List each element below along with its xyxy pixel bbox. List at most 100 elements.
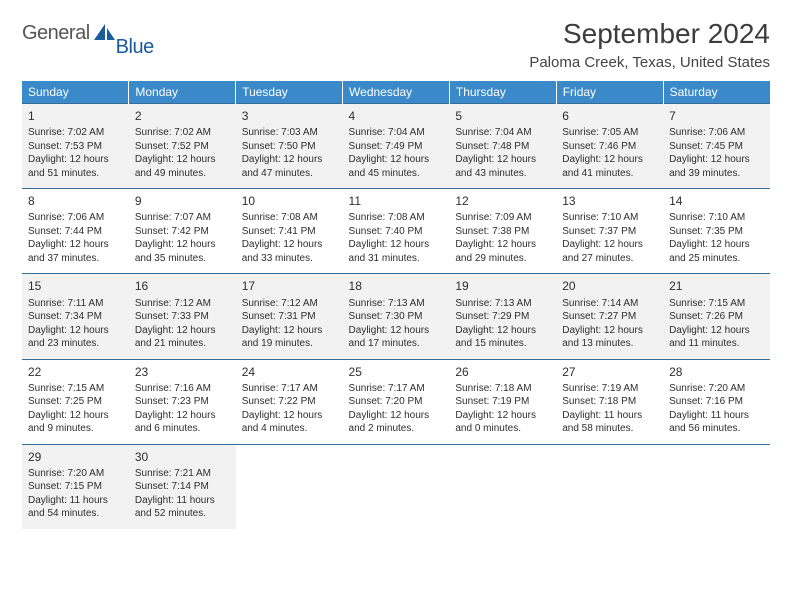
weekday-header: Friday	[556, 81, 663, 104]
sunrise-line: Sunrise: 7:17 AM	[349, 382, 444, 396]
calendar-week-row: 29Sunrise: 7:20 AMSunset: 7:15 PMDayligh…	[22, 444, 770, 529]
daylight-line: Daylight: 12 hours and 27 minutes.	[562, 238, 657, 265]
sunrise-line: Sunrise: 7:09 AM	[455, 211, 550, 225]
day-number: 15	[28, 278, 123, 294]
title-block: September 2024 Paloma Creek, Texas, Unit…	[529, 18, 770, 71]
calendar-table: Sunday Monday Tuesday Wednesday Thursday…	[22, 81, 770, 529]
day-number: 16	[135, 278, 230, 294]
calendar-day-cell: 5Sunrise: 7:04 AMSunset: 7:48 PMDaylight…	[449, 104, 556, 189]
daylight-line: Daylight: 12 hours and 35 minutes.	[135, 238, 230, 265]
sunset-line: Sunset: 7:19 PM	[455, 395, 550, 409]
daylight-line: Daylight: 12 hours and 49 minutes.	[135, 153, 230, 180]
calendar-day-cell: 2Sunrise: 7:02 AMSunset: 7:52 PMDaylight…	[129, 104, 236, 189]
calendar-day-cell: 21Sunrise: 7:15 AMSunset: 7:26 PMDayligh…	[663, 274, 770, 359]
daylight-line: Daylight: 12 hours and 19 minutes.	[242, 324, 337, 351]
daylight-line: Daylight: 12 hours and 2 minutes.	[349, 409, 444, 436]
sunset-line: Sunset: 7:26 PM	[669, 310, 764, 324]
daylight-line: Daylight: 12 hours and 25 minutes.	[669, 238, 764, 265]
sunset-line: Sunset: 7:41 PM	[242, 225, 337, 239]
sunrise-line: Sunrise: 7:06 AM	[669, 126, 764, 140]
daylight-line: Daylight: 12 hours and 29 minutes.	[455, 238, 550, 265]
calendar-day-cell: 4Sunrise: 7:04 AMSunset: 7:49 PMDaylight…	[343, 104, 450, 189]
calendar-day-cell: 25Sunrise: 7:17 AMSunset: 7:20 PMDayligh…	[343, 359, 450, 444]
calendar-day-cell: 20Sunrise: 7:14 AMSunset: 7:27 PMDayligh…	[556, 274, 663, 359]
calendar-day-cell: 23Sunrise: 7:16 AMSunset: 7:23 PMDayligh…	[129, 359, 236, 444]
sunset-line: Sunset: 7:53 PM	[28, 140, 123, 154]
sunset-line: Sunset: 7:23 PM	[135, 395, 230, 409]
daylight-line: Daylight: 12 hours and 23 minutes.	[28, 324, 123, 351]
daylight-line: Daylight: 11 hours and 54 minutes.	[28, 494, 123, 521]
empty-cell	[236, 444, 343, 529]
location-label: Paloma Creek, Texas, United States	[529, 54, 770, 71]
header: General Blue September 2024 Paloma Creek…	[22, 18, 770, 71]
daylight-line: Daylight: 12 hours and 37 minutes.	[28, 238, 123, 265]
sunrise-line: Sunrise: 7:08 AM	[242, 211, 337, 225]
calendar-day-cell: 12Sunrise: 7:09 AMSunset: 7:38 PMDayligh…	[449, 189, 556, 274]
sunrise-line: Sunrise: 7:13 AM	[349, 297, 444, 311]
sunrise-line: Sunrise: 7:04 AM	[455, 126, 550, 140]
sunrise-line: Sunrise: 7:08 AM	[349, 211, 444, 225]
sunset-line: Sunset: 7:37 PM	[562, 225, 657, 239]
day-number: 9	[135, 193, 230, 209]
calendar-day-cell: 22Sunrise: 7:15 AMSunset: 7:25 PMDayligh…	[22, 359, 129, 444]
daylight-line: Daylight: 12 hours and 13 minutes.	[562, 324, 657, 351]
sunset-line: Sunset: 7:46 PM	[562, 140, 657, 154]
sunset-line: Sunset: 7:52 PM	[135, 140, 230, 154]
daylight-line: Daylight: 12 hours and 17 minutes.	[349, 324, 444, 351]
daylight-line: Daylight: 12 hours and 9 minutes.	[28, 409, 123, 436]
sunset-line: Sunset: 7:42 PM	[135, 225, 230, 239]
day-number: 8	[28, 193, 123, 209]
sunrise-line: Sunrise: 7:14 AM	[562, 297, 657, 311]
calendar-day-cell: 18Sunrise: 7:13 AMSunset: 7:30 PMDayligh…	[343, 274, 450, 359]
calendar-day-cell: 24Sunrise: 7:17 AMSunset: 7:22 PMDayligh…	[236, 359, 343, 444]
daylight-line: Daylight: 12 hours and 39 minutes.	[669, 153, 764, 180]
day-number: 1	[28, 108, 123, 124]
day-number: 23	[135, 364, 230, 380]
daylight-line: Daylight: 12 hours and 11 minutes.	[669, 324, 764, 351]
weekday-header: Sunday	[22, 81, 129, 104]
day-number: 29	[28, 449, 123, 465]
calendar-day-cell: 7Sunrise: 7:06 AMSunset: 7:45 PMDaylight…	[663, 104, 770, 189]
day-number: 13	[562, 193, 657, 209]
weekday-header: Monday	[129, 81, 236, 104]
calendar-day-cell: 1Sunrise: 7:02 AMSunset: 7:53 PMDaylight…	[22, 104, 129, 189]
logo-text-general: General	[22, 22, 90, 45]
calendar-day-cell: 28Sunrise: 7:20 AMSunset: 7:16 PMDayligh…	[663, 359, 770, 444]
daylight-line: Daylight: 12 hours and 6 minutes.	[135, 409, 230, 436]
sunrise-line: Sunrise: 7:18 AM	[455, 382, 550, 396]
calendar-week-row: 8Sunrise: 7:06 AMSunset: 7:44 PMDaylight…	[22, 189, 770, 274]
day-number: 26	[455, 364, 550, 380]
sunset-line: Sunset: 7:40 PM	[349, 225, 444, 239]
day-number: 22	[28, 364, 123, 380]
calendar-day-cell: 16Sunrise: 7:12 AMSunset: 7:33 PMDayligh…	[129, 274, 236, 359]
sunrise-line: Sunrise: 7:13 AM	[455, 297, 550, 311]
sunset-line: Sunset: 7:48 PM	[455, 140, 550, 154]
day-number: 24	[242, 364, 337, 380]
sunset-line: Sunset: 7:44 PM	[28, 225, 123, 239]
day-number: 28	[669, 364, 764, 380]
sunset-line: Sunset: 7:22 PM	[242, 395, 337, 409]
daylight-line: Daylight: 12 hours and 21 minutes.	[135, 324, 230, 351]
sunset-line: Sunset: 7:27 PM	[562, 310, 657, 324]
sunrise-line: Sunrise: 7:07 AM	[135, 211, 230, 225]
logo-sail-icon	[94, 24, 116, 47]
weekday-header: Wednesday	[343, 81, 450, 104]
calendar-day-cell: 9 Sunrise: 7:07 AMSunset: 7:42 PMDaylight…	[129, 189, 236, 274]
day-number: 7	[669, 108, 764, 124]
calendar-day-cell: 29Sunrise: 7:20 AMSunset: 7:15 PMDayligh…	[22, 444, 129, 529]
weekday-header: Tuesday	[236, 81, 343, 104]
sunrise-line: Sunrise: 7:17 AM	[242, 382, 337, 396]
sunset-line: Sunset: 7:35 PM	[669, 225, 764, 239]
sunset-line: Sunset: 7:30 PM	[349, 310, 444, 324]
sunset-line: Sunset: 7:49 PM	[349, 140, 444, 154]
empty-cell	[449, 444, 556, 529]
sunrise-line: Sunrise: 7:04 AM	[349, 126, 444, 140]
sunrise-line: Sunrise: 7:06 AM	[28, 211, 123, 225]
sunrise-line: Sunrise: 7:21 AM	[135, 467, 230, 481]
calendar-week-row: 1Sunrise: 7:02 AMSunset: 7:53 PMDaylight…	[22, 104, 770, 189]
weekday-header: Saturday	[663, 81, 770, 104]
day-number: 12	[455, 193, 550, 209]
daylight-line: Daylight: 12 hours and 33 minutes.	[242, 238, 337, 265]
sunrise-line: Sunrise: 7:11 AM	[28, 297, 123, 311]
month-title: September 2024	[529, 18, 770, 50]
